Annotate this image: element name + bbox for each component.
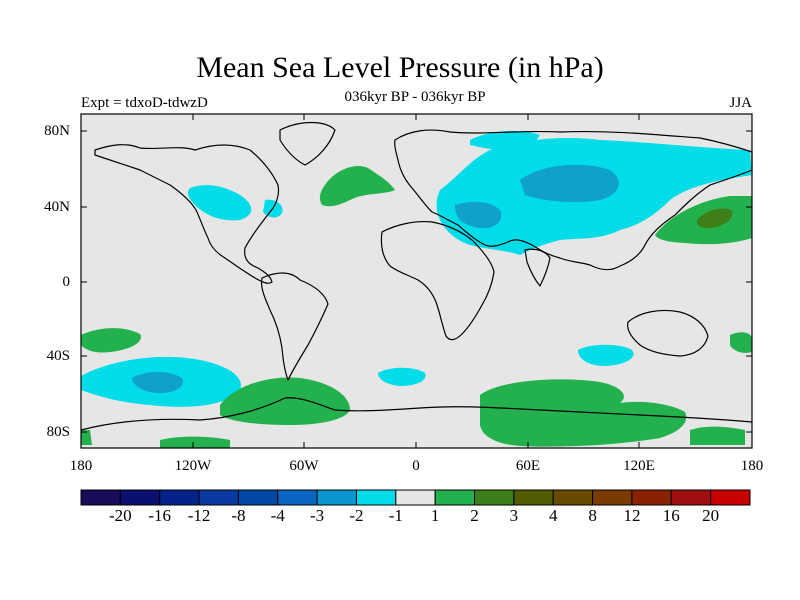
colorbar-swatch: [119, 489, 161, 506]
colorbar: [80, 489, 751, 506]
lon-label: 180: [740, 458, 764, 474]
colorbar-label: -12: [187, 506, 211, 525]
colorbar-label: -1: [388, 506, 403, 525]
colorbar-swatch: [159, 489, 200, 506]
greenland-coastline: [279, 121, 336, 166]
colorbar-label: -16: [148, 506, 172, 525]
lon-label: 60W: [289, 458, 319, 474]
pressure-anomaly-fields: [81, 130, 752, 448]
lat-label: 40N: [44, 199, 70, 215]
experiment-label: Expt = tdxoD-tdwzD: [81, 95, 208, 111]
colorbar-swatch: [513, 489, 554, 506]
colorbar-label: -20: [109, 506, 132, 525]
positive-anomaly-north-pacific-core: [696, 208, 733, 229]
negative-anomaly-arctic: [470, 130, 540, 151]
colorbar-label: 8: [588, 506, 597, 525]
positive-anomaly-southeast-pacific: [730, 332, 752, 353]
colorbar-swatch: [670, 489, 712, 506]
colorbar-label: -8: [231, 506, 246, 525]
colorbar-swatch: [395, 489, 436, 506]
north-america-coastline: [94, 144, 280, 284]
negative-anomaly-north-america: [187, 185, 252, 221]
lon-label: 180: [69, 458, 93, 474]
colorbar-label: -2: [349, 506, 364, 525]
negative-anomaly-indian-ocean: [578, 344, 634, 366]
positive-anomaly-antarctic-pacific: [160, 436, 230, 448]
negative-anomaly-siberia-core: [520, 164, 619, 203]
lon-label: 120E: [623, 458, 655, 474]
colorbar-label: 20: [702, 506, 720, 525]
colorbar-label: 16: [662, 506, 680, 525]
australia-coastline: [627, 309, 709, 357]
colorbar-swatch: [198, 489, 239, 506]
positive-anomaly-antarctic-east: [690, 426, 745, 445]
positive-anomaly-southern-ocean-east: [480, 379, 687, 447]
positive-anomaly-south-pacific-west: [81, 328, 141, 353]
positive-anomaly-southern-ocean-west: [220, 377, 350, 425]
lat-label: 80S: [46, 424, 70, 440]
india-coastline: [524, 248, 551, 287]
coastlines: [80, 121, 753, 431]
colorbar-swatch: [710, 489, 751, 506]
south-america-coastline: [260, 272, 329, 381]
map-subtitle: 036kyr BP - 036kyr BP: [344, 89, 486, 105]
colorbar-label: 4: [548, 506, 558, 525]
colorbar-label: -4: [270, 506, 285, 525]
colorbar-swatch: [316, 489, 357, 506]
map-ticks: [80, 114, 753, 448]
negative-anomaly-south-atlantic: [378, 367, 426, 386]
colorbar-swatch: [552, 489, 594, 506]
colorbar-swatch: [631, 489, 672, 506]
colorbar-label: -3: [310, 506, 325, 525]
colorbar-label: 3: [509, 506, 519, 525]
lon-label: 0: [412, 458, 420, 474]
eurasia-coastline: [394, 129, 753, 271]
positive-anomaly-antarctic-west: [81, 430, 92, 445]
colorbar-swatch: [277, 489, 318, 506]
africa-coastline: [380, 220, 495, 341]
lat-label: 0: [62, 274, 71, 290]
lat-label: 80N: [44, 123, 70, 139]
season-label: JJA: [729, 95, 752, 111]
colorbar-swatch: [474, 489, 515, 506]
negative-anomaly-mediterranean-core: [455, 201, 502, 229]
colorbar-swatch: [80, 489, 121, 506]
positive-anomaly-north-atlantic: [319, 165, 395, 207]
negative-anomaly-south-pacific-core: [132, 372, 183, 393]
colorbar-label: 12: [623, 506, 641, 525]
map-title: Mean Sea Level Pressure (in hPa): [196, 51, 604, 84]
lon-label: 60E: [515, 458, 541, 474]
colorbar-swatch: [355, 489, 397, 506]
lon-label: 120W: [174, 458, 212, 474]
colorbar-swatch: [434, 489, 476, 506]
colorbar-swatch: [237, 489, 279, 506]
antarctica-coastline: [80, 397, 753, 431]
lat-label: 40S: [46, 348, 70, 364]
colorbar-label: 1: [430, 506, 440, 525]
colorbar-swatch: [592, 489, 633, 506]
colorbar-label: 2: [470, 506, 479, 525]
